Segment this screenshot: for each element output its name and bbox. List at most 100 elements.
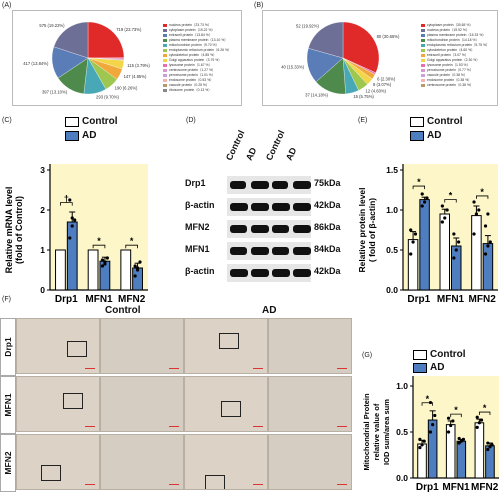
pie-slice	[53, 21, 89, 59]
bar-control	[471, 215, 482, 291]
bar-ad	[482, 243, 494, 291]
pie-slice-label: 719 (23.73%)	[116, 27, 142, 32]
blot-strip	[227, 198, 311, 216]
plot-background	[403, 164, 498, 290]
data-point	[73, 218, 77, 222]
pie-slice	[308, 21, 344, 59]
pie-legend-swatch	[163, 79, 167, 82]
pie-legend-label: peroxisome protein（1.01 %）	[169, 73, 216, 77]
blot-row-label: Drp1	[185, 178, 206, 188]
data-point	[135, 266, 140, 270]
legend-swatch-control	[413, 349, 427, 360]
data-point	[105, 256, 109, 260]
pie-legend-label: lysosome protein（1.67 %）	[169, 63, 212, 67]
legend-swatch-ad	[413, 362, 427, 373]
pie-panel-a: 719 (23.73%) 115 (3.79%) 147 (4.85%) 190 (6…	[12, 10, 242, 106]
data-point	[68, 198, 72, 202]
plot-background	[50, 164, 148, 290]
micro-row-label: Drp1	[0, 318, 16, 376]
significance-bracket	[60, 202, 73, 206]
pie-legend-swatch	[421, 24, 425, 27]
panel-label-f: (F)	[2, 296, 11, 303]
category-label: MFN1	[437, 294, 465, 305]
pie-slice-label: 8 (3.07%)	[373, 82, 392, 87]
pie-legend-swatch	[163, 69, 167, 72]
data-point	[443, 216, 447, 220]
pie-chart-a: 719 (23.73%) 115 (3.79%) 147 (4.85%) 190 (6…	[23, 21, 150, 100]
pie-legend-swatch	[421, 74, 425, 77]
micrograph-image	[16, 434, 100, 490]
y-axis-label: ( fold of β-actin)	[367, 198, 377, 262]
category-label: MFN2	[471, 482, 499, 493]
pie-slice	[342, 21, 380, 74]
significance-mark: *	[417, 177, 421, 187]
pie-slice-label: 575 (19.22%)	[39, 23, 65, 28]
data-point	[409, 252, 413, 256]
significance-bracket	[444, 199, 457, 203]
data-point	[474, 212, 479, 216]
pie-legend-label: mitochondrion protein（9.70 %）	[169, 43, 219, 47]
data-point	[428, 430, 433, 434]
legend-ad-c: AD	[65, 130, 96, 141]
pie-legend-item: endoplasmic reticulum protein（5.75 %）	[421, 43, 489, 48]
scale-bar	[337, 367, 347, 369]
bar-control	[55, 249, 66, 291]
pie-panel-b: 80 (30.65%) 6 (2.30%) 8 (3.07%) 12 (4.60%) 1…	[262, 10, 498, 106]
pie-legend-item: cytoskeleton protein（4.85 %）	[163, 53, 231, 58]
y-tick-label: 1.0	[396, 381, 408, 391]
pie-legend-b: cytoplasm protein（30.65 %） nucleus protei…	[421, 23, 489, 88]
pie-legend-swatch	[163, 34, 167, 37]
micrograph-image	[184, 434, 268, 490]
pie-slice-label: 52 (19.92%)	[296, 24, 319, 29]
pie-legend-swatch	[421, 64, 425, 67]
data-point	[486, 212, 490, 216]
data-point	[454, 248, 458, 252]
micrograph-image	[16, 376, 100, 432]
bar-ad	[66, 221, 78, 291]
bar-control	[417, 443, 427, 479]
data-point	[413, 232, 418, 236]
pie-legend-item: plasma membrane protein（15.33 %）	[421, 33, 489, 38]
pie-slice-label: 115 (3.79%)	[127, 63, 150, 68]
pie-legend-swatch	[163, 39, 167, 42]
category-label: MFN1	[442, 482, 470, 493]
bar-ad	[419, 199, 430, 291]
pie-legend-label: Golgi apparatus protein（2.30 %）	[427, 58, 480, 62]
category-label: MFN1	[85, 294, 113, 305]
data-point	[457, 240, 461, 244]
pie-legend-swatch	[421, 44, 425, 47]
blot-band	[272, 225, 289, 233]
data-point	[475, 425, 479, 429]
pie-legend-label: cytoplasm protein（30.65 %）	[427, 23, 473, 27]
data-point	[486, 244, 490, 248]
significance-bracket	[412, 185, 425, 190]
scale-bar	[169, 483, 179, 485]
blot-band	[272, 203, 290, 211]
data-point	[70, 224, 74, 228]
panel-label-d: (D)	[186, 117, 196, 124]
pie-legend-swatch	[163, 64, 167, 67]
pie-legend-label: centrosome protein（0.38 %）	[427, 83, 474, 87]
pie-legend-item: Golgi apparatus protein（2.30 %）	[421, 58, 489, 63]
legend-control-c: Control	[65, 116, 118, 127]
pie-legend-swatch	[163, 84, 167, 87]
pie-slice-label: 37 (14.18%)	[305, 93, 328, 98]
data-point	[418, 446, 422, 450]
data-point	[103, 262, 107, 266]
data-point	[452, 232, 456, 236]
pie-slice-label: 6 (2.30%)	[377, 76, 396, 81]
pie-legend-item: vacuole protein（0.38 %）	[421, 73, 489, 78]
pie-slice	[87, 21, 125, 59]
y-tick-label: 2	[40, 205, 45, 215]
pie-legend-item: peroxisome protein（0.77 %）	[421, 68, 489, 73]
micro-row-label: MFN2	[0, 434, 16, 492]
data-point	[472, 200, 476, 204]
pie-legend-label: cytoskeleton protein（4.85 %）	[169, 53, 217, 57]
data-point	[488, 240, 492, 244]
pie-legend-item: mitochondrion protein（9.70 %）	[163, 43, 231, 48]
pie-legend-label: ribosome protein（0.13 %）	[169, 88, 212, 92]
pie-legend-item: centrosome protein（1.27 %）	[163, 68, 231, 73]
data-point	[449, 423, 453, 428]
data-point	[446, 416, 451, 420]
pie-legend-item: extracell protein（3.07 %）	[421, 53, 489, 58]
